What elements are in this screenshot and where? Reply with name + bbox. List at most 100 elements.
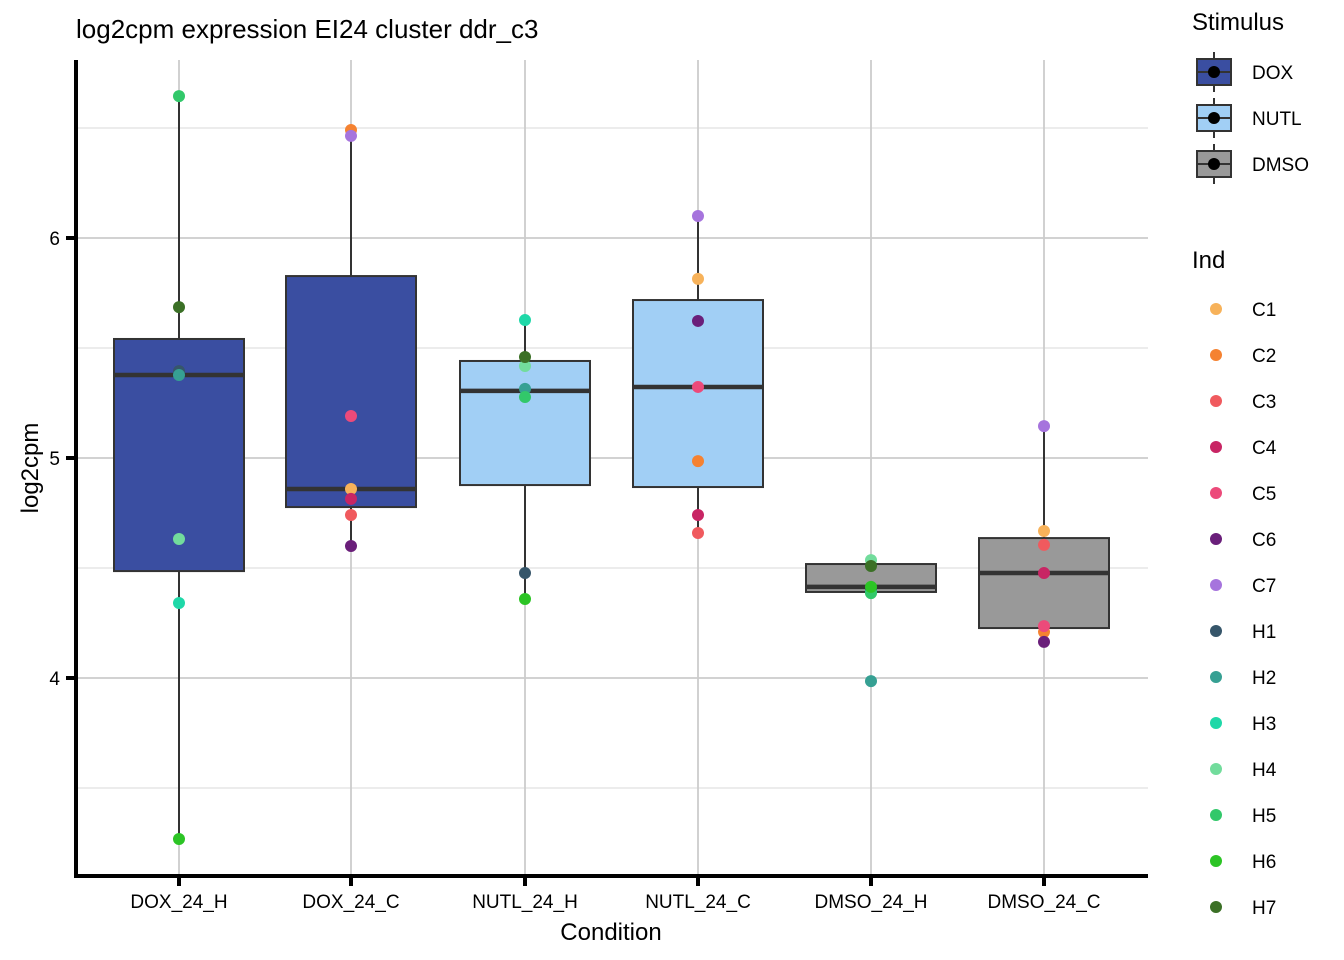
legend-ind-label: C6 [1252,530,1276,551]
legend-ind-label: C7 [1252,576,1276,597]
point-DOX_24_C-C5 [345,409,357,422]
legend-stimulus-title: Stimulus [1192,9,1284,36]
x-tick-label: NUTL_24_H [472,892,578,913]
point-NUTL_24_H-H4 [519,360,531,373]
legend-stimulus-label: NUTL [1252,109,1302,130]
legend-stimulus-label: DOX [1252,63,1294,84]
y-ticks: 4 5 6 [49,229,76,690]
legend-ind-label: C5 [1252,484,1276,505]
legend-ind-item-c1: C1 [1210,300,1276,321]
point-DMSO_24_H-H7 [865,560,877,573]
point-NUTL_24_C-C5 [692,380,704,393]
point-NUTL_24_C-C7 [692,210,704,222]
point-DOX_24_C-C1 [345,483,357,496]
x-tick-label: DMSO_24_C [988,892,1101,913]
y-axis-label: log2cpm [17,423,44,514]
box [285,275,417,509]
legend-ind-swatch [1210,671,1222,683]
boxplot-NUTL_24_H [459,320,591,600]
y-tick-label: 6 [49,229,60,250]
legend-ind-item-h7: H7 [1210,898,1276,919]
legend-ind-item-c3: C3 [1210,392,1276,413]
y-tick-label: 4 [49,669,60,690]
point-DOX_24_C-C6 [345,540,357,552]
point-NUTL_24_H-H6 [519,593,531,606]
point-DOX_24_H-H7 [173,301,185,314]
legend-ind-swatch [1210,763,1222,775]
point-DMSO_24_C-C5 [1038,620,1050,633]
x-tick-label: NUTL_24_C [645,892,751,913]
legend-ind-swatch [1210,901,1222,913]
point-NUTL_24_C-C2 [692,455,704,468]
legend-ind-item-c4: C4 [1210,438,1277,459]
point-DMSO_24_C-C6 [1038,635,1050,648]
legend-stimulus-item-dox: DOX [1196,52,1294,92]
point-DMSO_24_C-C4 [1038,567,1050,580]
legend-ind-item-h4: H4 [1210,760,1277,781]
x-tick-label: DOX_24_C [302,892,399,913]
box [459,359,591,487]
point-DOX_24_C-C3 [345,508,357,521]
box [978,537,1110,630]
point-DMSO_24_C-C7 [1038,420,1050,433]
legend-ind-label: H6 [1252,852,1276,873]
point-DOX_24_C-C4 [345,492,357,505]
point-NUTL_24_H-H3 [519,314,531,327]
boxplot-DOX_24_C [285,129,417,546]
point-DOX_24_H-H6 [173,833,185,846]
point-DMSO_24_C-C3 [1038,538,1050,551]
legend-ind-swatch [1210,303,1222,315]
legend-ind-item-c5: C5 [1210,484,1276,505]
legend-ind-swatch [1210,441,1222,453]
x-tick-label: DMSO_24_H [815,892,928,913]
point-NUTL_24_H-H7 [519,351,531,364]
x-axis-label: Condition [560,919,661,946]
legend-ind-swatch [1210,625,1222,637]
legend-ind-label: C3 [1252,392,1276,413]
legend-ind: Ind C1 C2 C3 C4 C5 C6 C7 H1 H2 H3 H4 H5 H6 H7 [1192,247,1277,919]
legend-key-point [1208,158,1220,170]
point-DOX_24_H-H4 [173,532,185,545]
point-DOX_24_C-C7 [345,129,357,142]
legend-ind-label: C2 [1252,346,1276,367]
point-NUTL_24_C-C1 [692,272,704,285]
legend-stimulus-label: DMSO [1252,155,1309,176]
chart-title: log2cpm expression EI24 cluster ddr_c3 [76,14,538,44]
legend-ind-item-c6: C6 [1210,530,1276,551]
legend-key-point [1208,112,1220,124]
legend-ind-label: H2 [1252,668,1276,689]
point-NUTL_24_C-C4 [692,508,704,521]
point-DMSO_24_H-H2 [865,675,877,688]
point-DMSO_24_H-H6 [865,580,877,593]
legend-ind-item-h5: H5 [1210,806,1276,827]
legend-ind-label: H5 [1252,806,1276,827]
axes [74,60,1148,878]
legend-ind-item-c7: C7 [1210,576,1276,597]
x-tick-label: DOX_24_H [130,892,227,913]
point-DMSO_24_C-C1 [1038,525,1050,538]
point-DOX_24_H-H3 [173,596,185,609]
legend-key-point [1208,66,1220,78]
legend-ind-label: C4 [1252,438,1277,459]
legend-ind-title: Ind [1192,247,1225,274]
legend-stimulus: Stimulus DOX NUTL DMSO [1192,9,1309,184]
point-DOX_24_H-H5 [173,90,185,103]
legend-stimulus-item-dmso: DMSO [1196,144,1309,184]
legend-ind-item-h3: H3 [1210,714,1276,735]
legend-ind-swatch [1210,349,1222,361]
legend-ind-label: H7 [1252,898,1276,919]
legend-ind-item-h2: H2 [1210,668,1276,689]
legend-ind-swatch [1210,855,1222,867]
legend-ind-label: H1 [1252,622,1276,643]
legend-ind-item-c2: C2 [1210,346,1276,367]
legend-ind-label: H3 [1252,714,1276,735]
point-NUTL_24_H-H1 [519,567,531,580]
legend-ind-swatch [1210,579,1222,591]
legend-ind-item-h1: H1 [1210,622,1276,643]
legend-ind-swatch [1210,717,1222,729]
point-NUTL_24_C-C6 [692,314,704,327]
point-NUTL_24_C-C3 [692,527,704,540]
legend-ind-label: H4 [1252,760,1277,781]
legend-ind-swatch [1210,533,1222,545]
